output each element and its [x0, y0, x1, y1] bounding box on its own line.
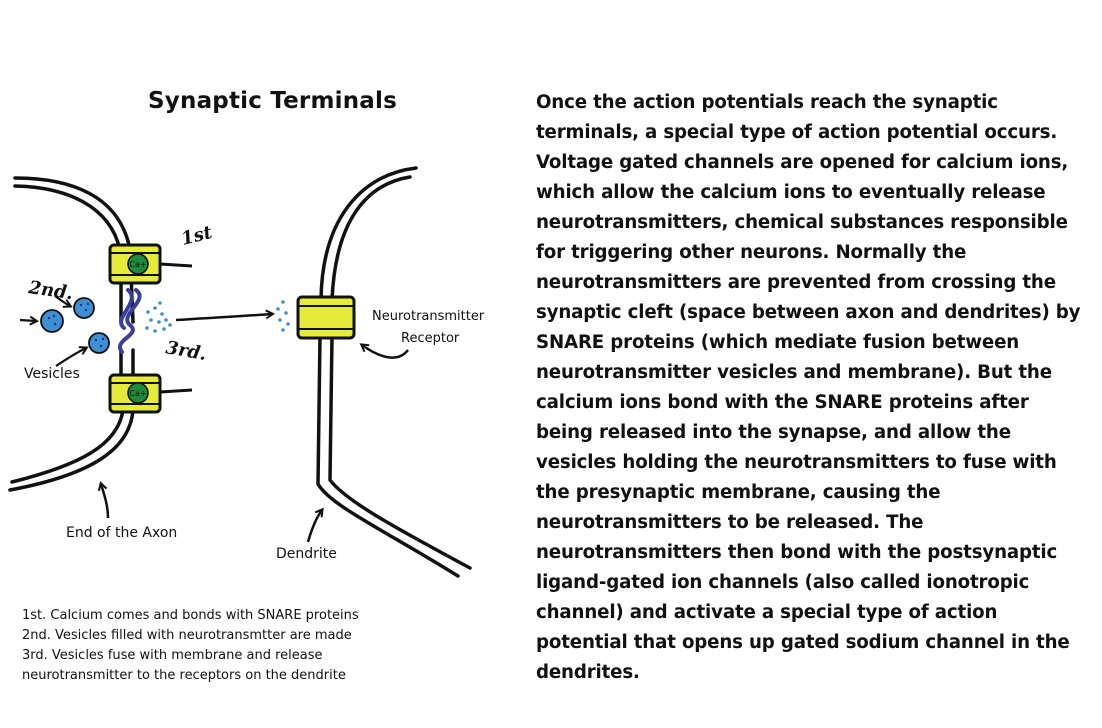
calcium-ion-top-label: Ca+ [129, 260, 146, 269]
receptor-arrow [362, 345, 409, 359]
calcium-ion-top [127, 253, 149, 275]
synapse-diagram: Ca+ Ca+ [8, 166, 485, 578]
step-item: 1st. Calcium comes and bonds with SNARE … [22, 608, 359, 623]
calcium-ion-bottom [127, 382, 149, 404]
step-second-marker: 2nd. [26, 277, 74, 304]
vesicle [88, 332, 110, 354]
released-neurotransmitters [145, 301, 172, 333]
vesicle-arrow [55, 348, 86, 367]
neurotransmitters-at-receptor [276, 300, 290, 332]
neurotransmitter-receptor [296, 295, 356, 340]
receptor-label-line2: Receptor [401, 331, 460, 346]
step-third-marker: 3rd. [164, 337, 208, 365]
vesicle-arrow [19, 320, 36, 321]
axon-arrow [101, 484, 110, 519]
steps-list: 1st. Calcium comes and bonds with SNARE … [22, 606, 422, 686]
dendrite-membrane [316, 166, 472, 578]
end-of-axon-label: End of the Axon [66, 525, 177, 541]
vesicles [40, 297, 110, 354]
vesicle-arrow [54, 295, 70, 306]
calcium-channel-bottom: Ca+ [108, 373, 193, 414]
calcium-channel-top: Ca+ [108, 243, 193, 285]
receptor-label-line1: Neurotransmitter [372, 309, 485, 324]
vesicle [73, 297, 95, 319]
explanation-text: Once the action potentials reach the syn… [536, 92, 1081, 683]
snare-protein [117, 288, 142, 354]
dendrite-arrow [306, 510, 322, 543]
calcium-ion-bottom-label: Ca+ [129, 389, 146, 398]
step-item: 2nd. Vesicles filled with neurotransmtte… [22, 628, 352, 643]
release-arrow [175, 314, 272, 322]
step-first-marker: 1st [179, 222, 215, 250]
axon-membrane [8, 176, 135, 492]
vesicles-label: Vesicles [24, 366, 80, 382]
vesicle [40, 309, 64, 333]
dendrite-label: Dendrite [276, 546, 337, 562]
step-item: 3rd. Vesicles fuse with membrane and rel… [22, 648, 323, 663]
diagram-title: Synaptic Terminals [148, 88, 397, 114]
step-item: neurotransmitter to the receptors on the… [22, 668, 346, 683]
